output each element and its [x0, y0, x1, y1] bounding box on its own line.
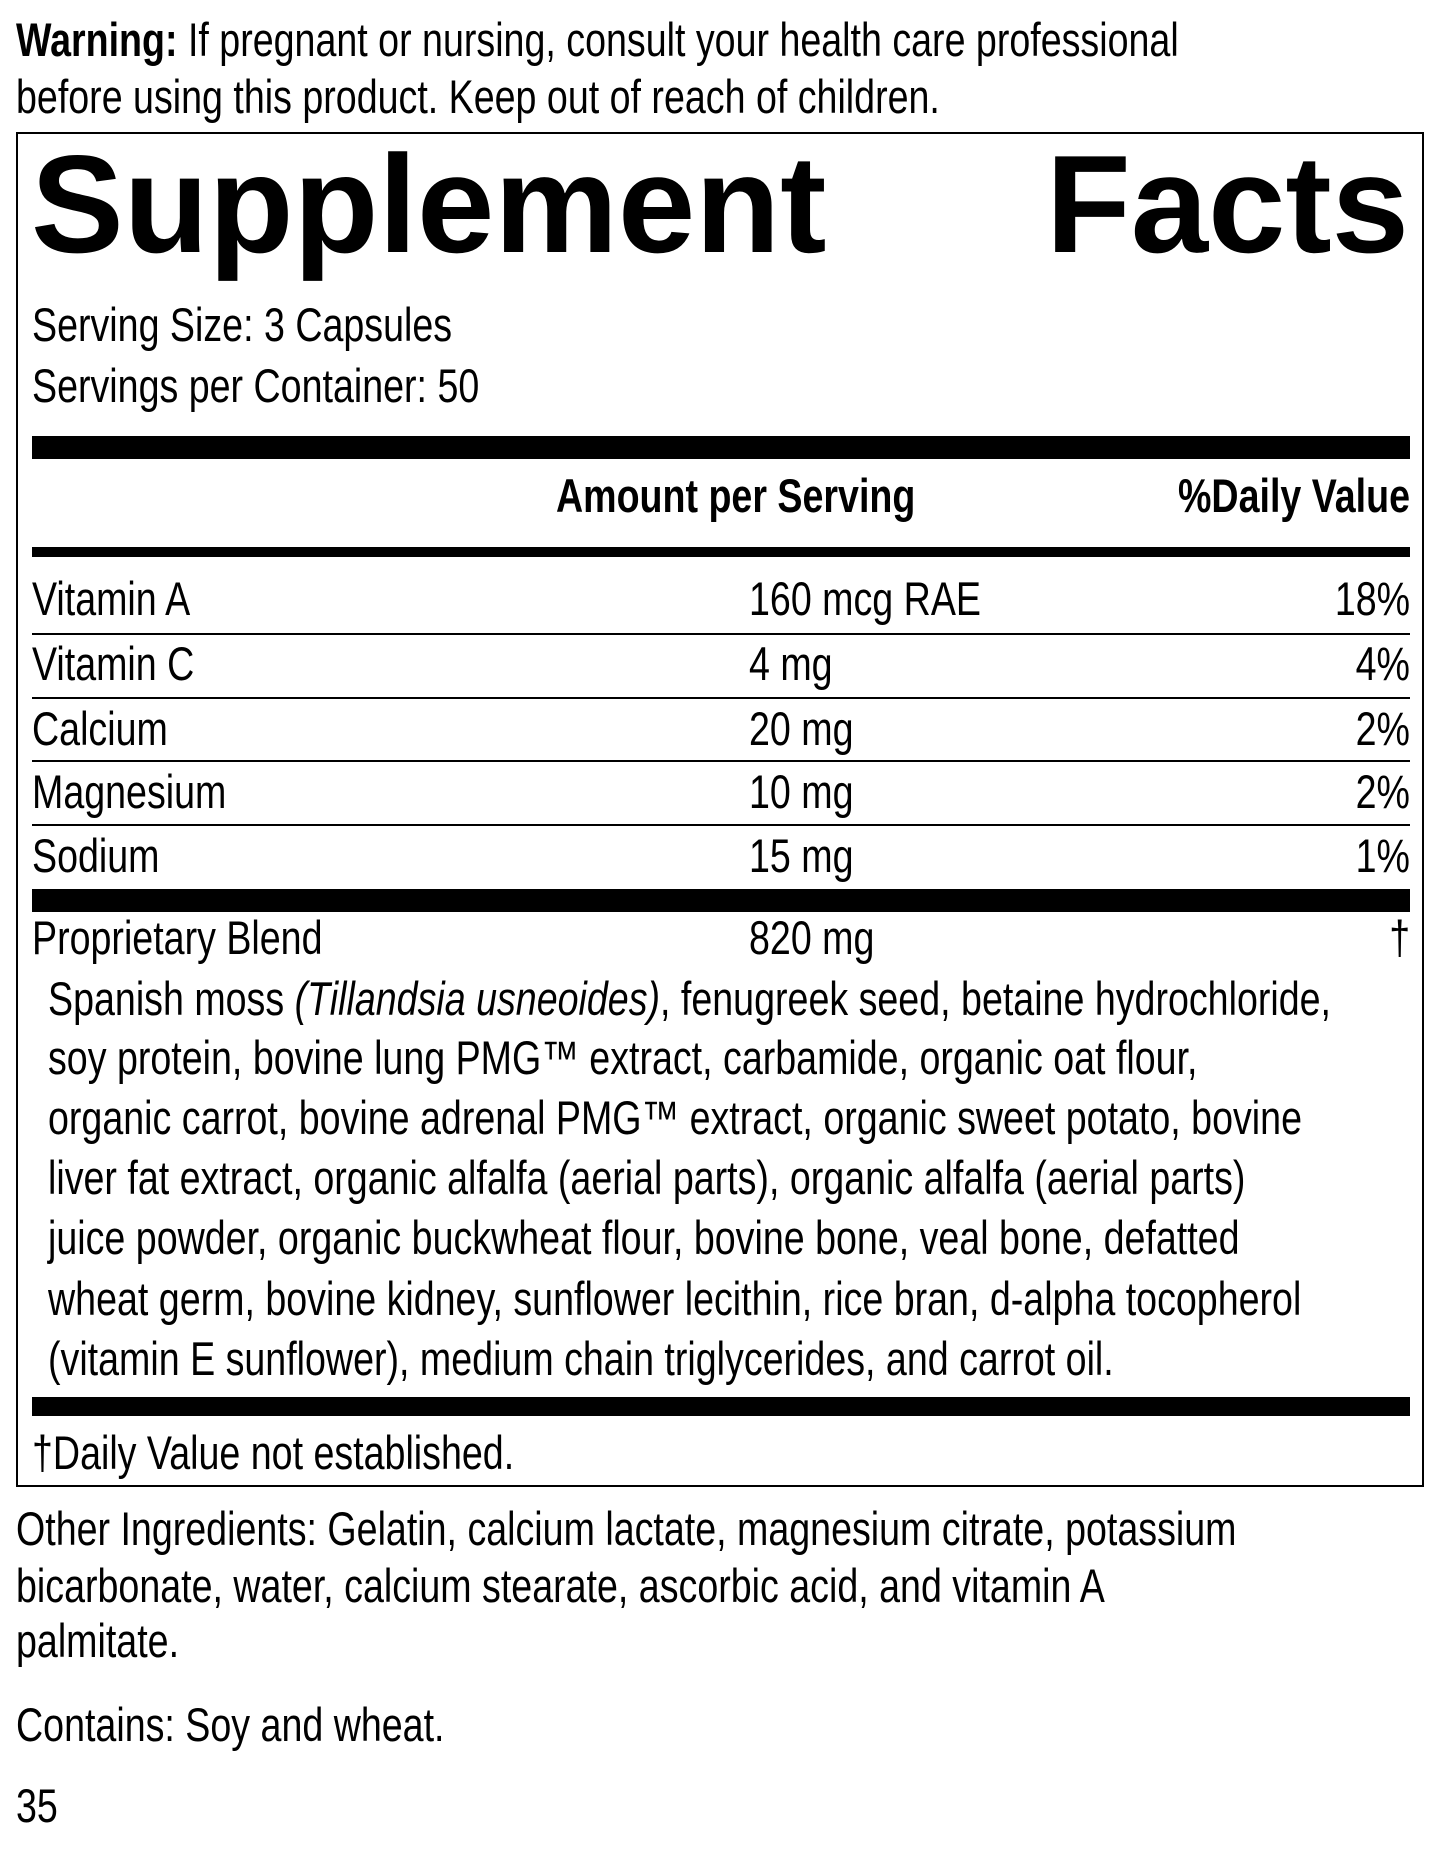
blend-ingredients-line: Spanish moss (Tillandsia usneoides), fen… [48, 975, 1331, 1022]
nutrient-daily-value: 2% [1355, 765, 1410, 818]
row-divider [32, 633, 1410, 635]
warning-label: Warning: [16, 13, 178, 66]
panel-title-supplement: Supplement [31, 127, 827, 282]
blend-name: Proprietary Blend [32, 911, 323, 964]
nutrient-name: Sodium [32, 829, 160, 882]
row-divider [32, 697, 1410, 699]
panel-title-facts: Facts [1045, 127, 1409, 282]
nutrient-amount: 10 mg [749, 765, 854, 818]
product-code: 35 [16, 1779, 58, 1832]
blend-ingredients-line: organic carrot, bovine adrenal PMG™ extr… [48, 1091, 1302, 1144]
row-divider [32, 760, 1410, 762]
blend-ingredients-line: soy protein, bovine lung PMG™ extract, c… [48, 1031, 1198, 1084]
blend-text: , fenugreek seed, betaine hydrochloride, [660, 972, 1332, 1025]
blend-latin-name: (Tillandsia usneoides) [294, 972, 661, 1025]
blend-ingredients-line: juice powder, organic buckwheat flour, b… [48, 1211, 1240, 1264]
nutrient-name: Magnesium [32, 765, 227, 818]
serving-size: Serving Size: 3 Capsules [32, 298, 453, 351]
row-divider [32, 824, 1410, 826]
blend-amount: 820 mg [749, 911, 875, 964]
allergen-statement: Contains: Soy and wheat. [16, 1698, 445, 1751]
nutrient-amount: 15 mg [749, 829, 854, 882]
thick-divider [32, 436, 1410, 459]
other-ingredients-line: bicarbonate, water, calcium stearate, as… [16, 1559, 1105, 1612]
thick-divider [32, 1397, 1410, 1416]
blend-dv: † [1389, 911, 1410, 964]
supplement-facts-panel [16, 132, 1424, 1487]
header-amount: Amount per Serving [556, 469, 916, 522]
servings-per-container: Servings per Container: 50 [32, 359, 480, 412]
nutrient-name: Vitamin A [32, 572, 191, 625]
thick-divider [32, 889, 1410, 912]
nutrient-name: Calcium [32, 702, 168, 755]
nutrient-amount: 20 mg [749, 702, 854, 755]
nutrient-daily-value: 18% [1334, 572, 1410, 625]
warning-line-2: before using this product. Keep out of r… [16, 70, 940, 123]
nutrient-name: Vitamin C [32, 637, 195, 690]
warning-line-1: Warning: If pregnant or nursing, consult… [16, 16, 1179, 63]
header-daily-value: %Daily Value [1178, 469, 1410, 522]
nutrient-amount: 160 mcg RAE [749, 572, 981, 625]
nutrient-amount: 4 mg [749, 637, 833, 690]
footnote: †Daily Value not established. [32, 1426, 515, 1479]
nutrient-daily-value: 4% [1355, 637, 1410, 690]
nutrient-daily-value: 2% [1355, 702, 1410, 755]
nutrient-daily-value: 1% [1355, 829, 1410, 882]
blend-ingredients-line: liver fat extract, organic alfalfa (aeri… [48, 1151, 1246, 1204]
medium-divider [32, 547, 1410, 557]
warning-text: If pregnant or nursing, consult your hea… [177, 13, 1179, 66]
blend-text: Spanish moss [48, 972, 295, 1025]
other-ingredients-line: Other Ingredients: Gelatin, calcium lact… [16, 1502, 1237, 1555]
other-ingredients-line: palmitate. [16, 1614, 180, 1667]
blend-ingredients-line: wheat germ, bovine kidney, sunflower lec… [48, 1272, 1302, 1325]
blend-ingredients-line: (vitamin E sunflower), medium chain trig… [48, 1332, 1114, 1385]
